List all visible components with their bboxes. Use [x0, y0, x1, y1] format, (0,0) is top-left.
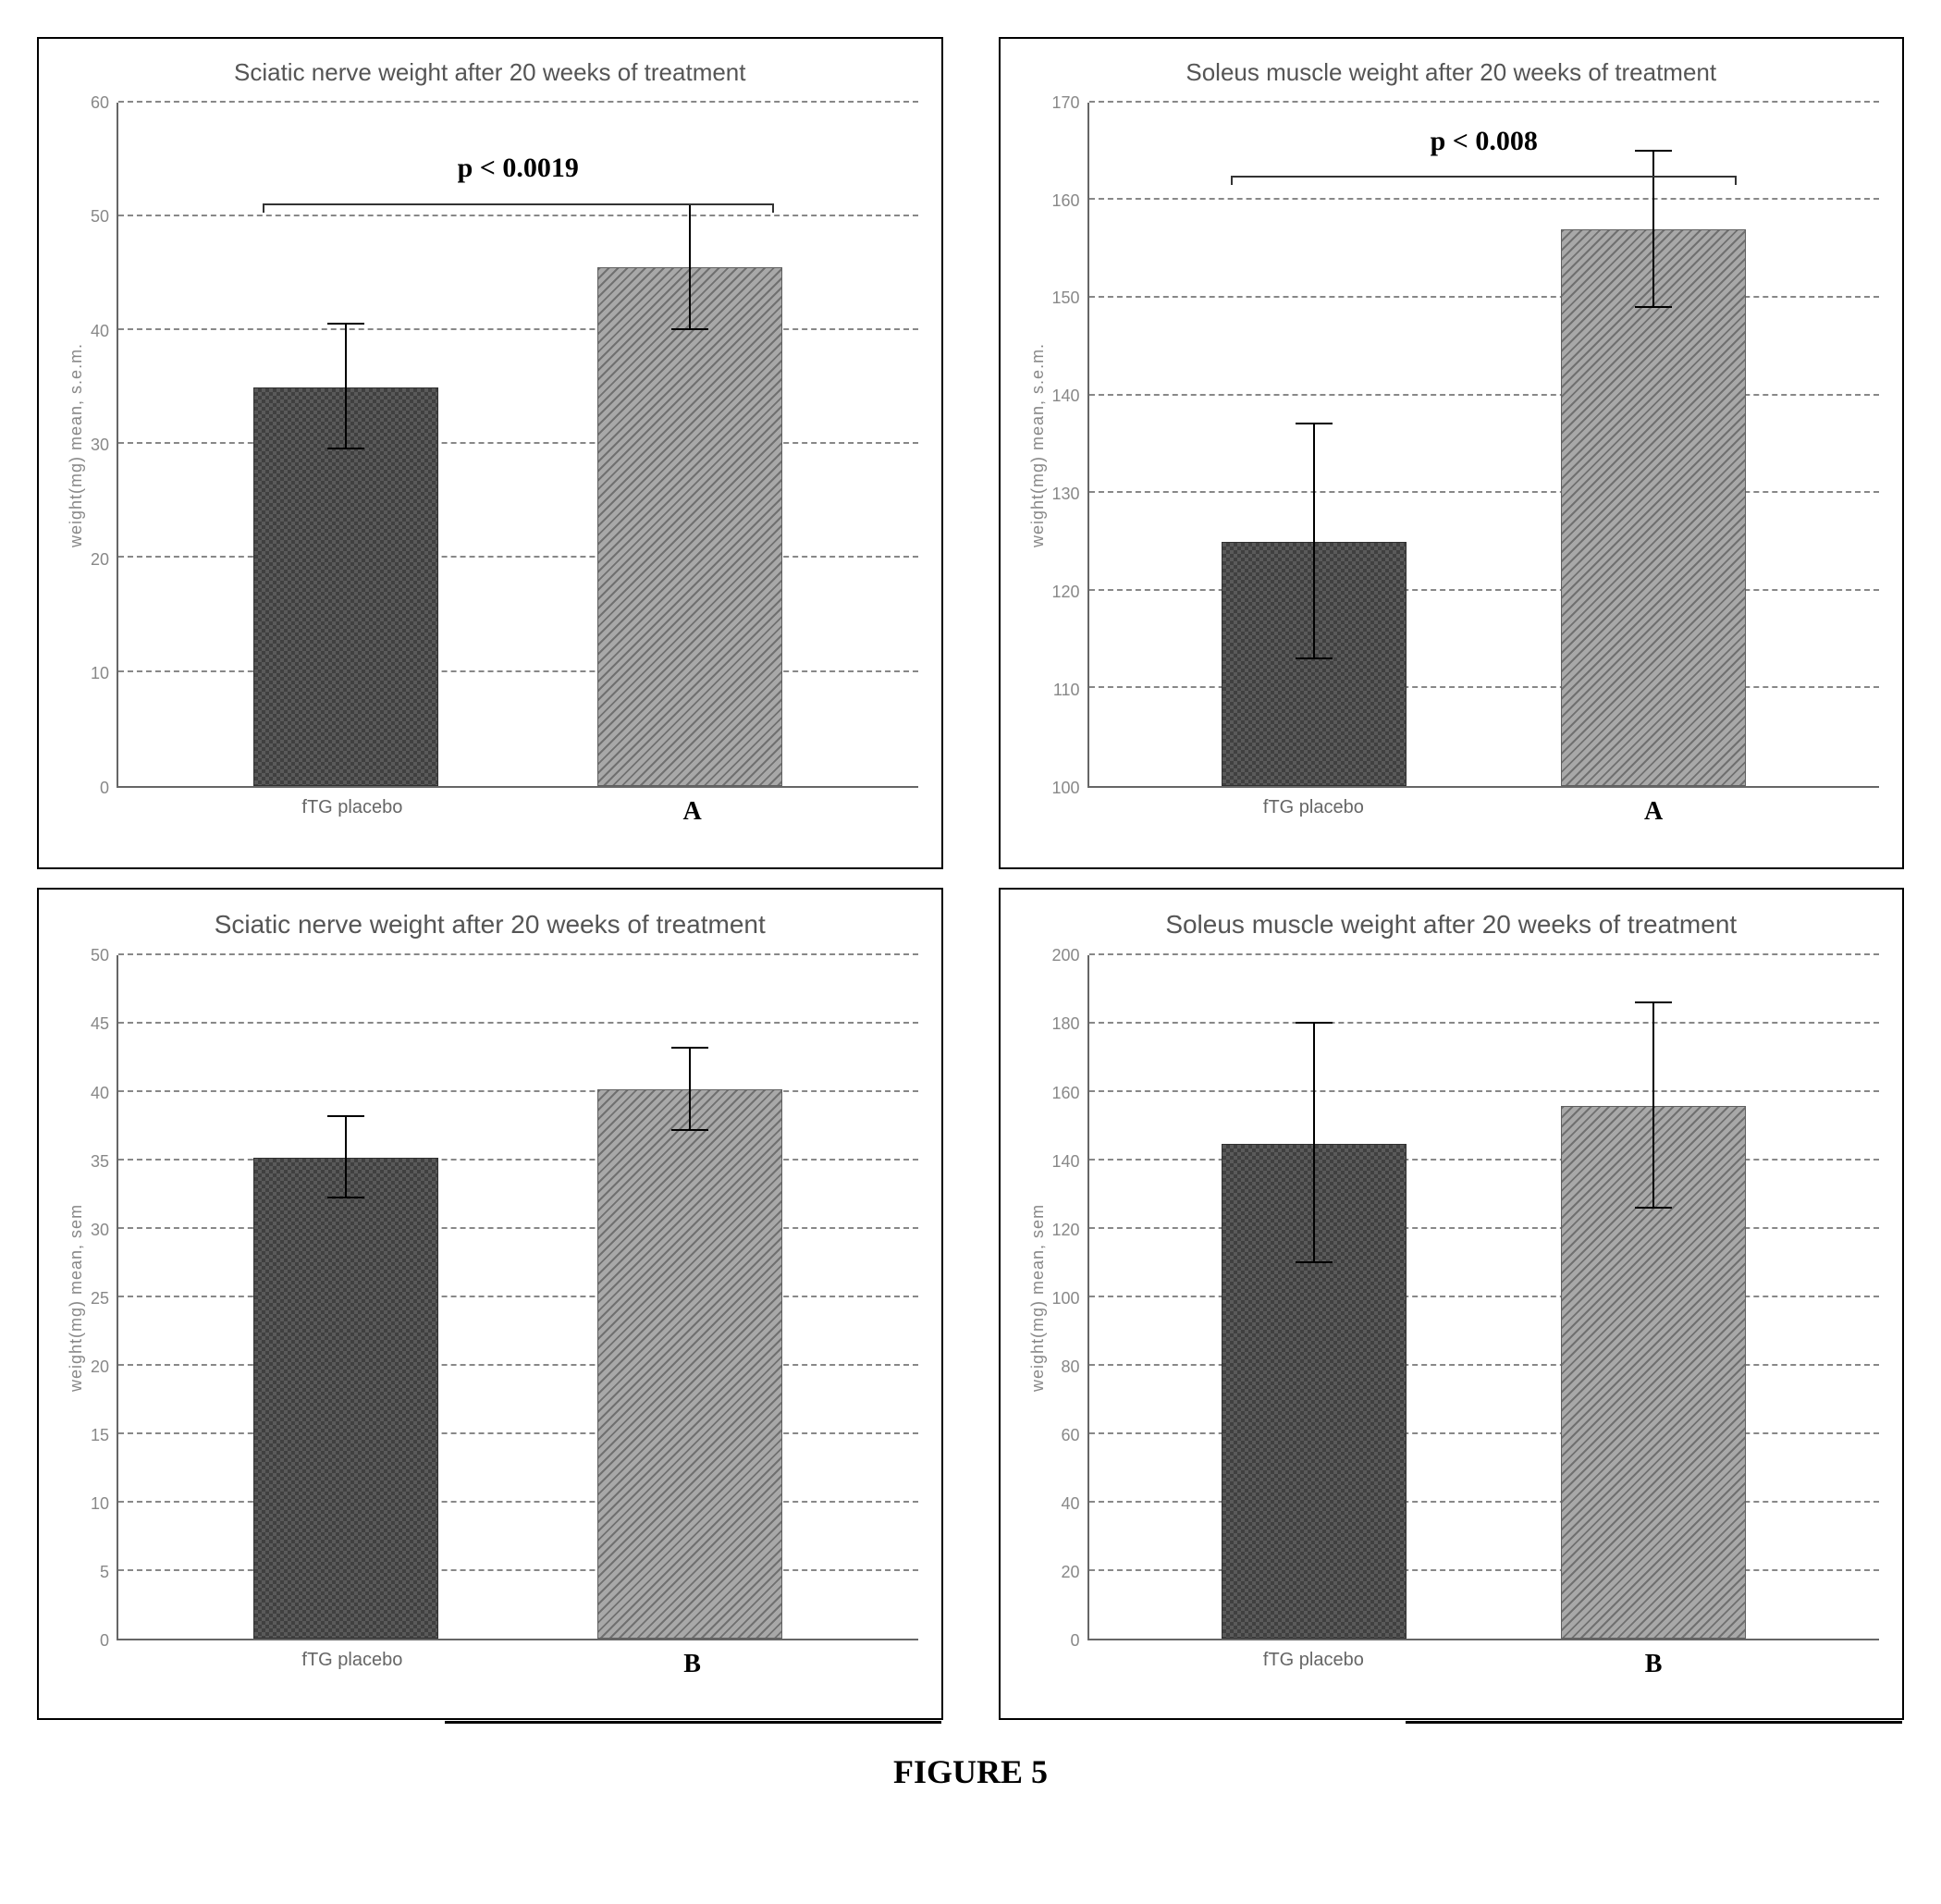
bar — [1222, 1144, 1407, 1640]
y-ticks: 50454035302520151050 — [91, 955, 117, 1640]
x-labels: fTG placebo A — [127, 788, 918, 827]
bar-fill — [1561, 229, 1746, 786]
chart-title: Soleus muscle weight after 20 weeks of t… — [1024, 57, 1880, 89]
bars-layer — [1089, 955, 1879, 1639]
panel-underline — [1406, 1721, 1902, 1724]
chart-title: Sciatic nerve weight after 20 weeks of t… — [62, 57, 918, 89]
error-cap-bottom — [327, 1197, 364, 1198]
x-label: A — [1561, 797, 1746, 827]
bar — [1222, 542, 1407, 786]
x-label: B — [600, 1650, 785, 1679]
x-label: fTG placebo — [1221, 797, 1406, 827]
bar-fill — [597, 267, 782, 785]
y-ticks: 200180160140120100806040200 — [1052, 955, 1087, 1640]
bar — [1561, 1106, 1746, 1639]
y-axis-label: weight(mg) mean, s.e.m. — [62, 103, 91, 788]
x-label: fTG placebo — [260, 1650, 445, 1679]
error-bar — [1652, 152, 1654, 308]
error-bar — [345, 325, 347, 449]
error-cap-top — [671, 1047, 708, 1049]
chart-panel-tr: Soleus muscle weight after 20 weeks of t… — [999, 37, 1905, 869]
error-cap-bottom — [1635, 306, 1672, 308]
bar — [253, 1158, 438, 1639]
p-value-bracket — [1231, 176, 1737, 178]
error-cap-bottom — [1296, 1261, 1333, 1263]
plot-container: weight(mg) mean, sem50454035302520151050 — [62, 955, 918, 1640]
error-cap-bottom — [327, 448, 364, 449]
x-label: B — [1561, 1650, 1746, 1679]
chart-panel-bl: Sciatic nerve weight after 20 weeks of t… — [37, 888, 943, 1720]
chart-title: Sciatic nerve weight after 20 weeks of t… — [62, 908, 918, 941]
x-label: A — [600, 797, 785, 827]
bar — [597, 1089, 782, 1639]
bar — [1561, 229, 1746, 786]
y-ticks: 170160150140130120110100 — [1052, 103, 1087, 788]
error-cap-top — [327, 1115, 364, 1117]
chart-title: Soleus muscle weight after 20 weeks of t… — [1024, 908, 1880, 941]
panel-underline — [445, 1721, 941, 1724]
p-value-bracket — [263, 203, 774, 205]
x-labels: fTG placebo B — [127, 1640, 918, 1679]
plot-area — [1087, 955, 1879, 1640]
error-cap-bottom — [1296, 657, 1333, 659]
error-bar — [1652, 1003, 1654, 1209]
figure-container: Sciatic nerve weight after 20 weeks of t… — [37, 37, 1904, 1791]
x-label: fTG placebo — [1221, 1650, 1406, 1679]
error-bar — [1313, 424, 1315, 658]
bars-layer — [118, 955, 917, 1639]
error-cap-bottom — [671, 1129, 708, 1131]
error-bar — [345, 1117, 347, 1199]
error-bar — [689, 1049, 691, 1131]
p-value-text: p < 0.0019 — [118, 153, 917, 184]
x-labels: fTG placebo A — [1088, 788, 1880, 827]
y-axis-label: weight(mg) mean, sem — [1024, 955, 1052, 1640]
plot-area: p < 0.0019 — [117, 103, 917, 788]
error-cap-bottom — [671, 328, 708, 330]
plot-container: weight(mg) mean, s.e.m.6050403020100p < … — [62, 103, 918, 788]
p-value-text: p < 0.008 — [1089, 126, 1879, 157]
x-label: fTG placebo — [260, 797, 445, 827]
chart-panel-tl: Sciatic nerve weight after 20 weeks of t… — [37, 37, 943, 869]
y-axis-label: weight(mg) mean, s.e.m. — [1024, 103, 1052, 788]
y-axis-label: weight(mg) mean, sem — [62, 955, 91, 1640]
bar — [253, 387, 438, 786]
error-cap-bottom — [1635, 1207, 1672, 1209]
plot-container: weight(mg) mean, s.e.m.17016015014013012… — [1024, 103, 1880, 788]
error-bar — [689, 205, 691, 330]
x-labels: fTG placebo B — [1088, 1640, 1880, 1679]
bars-layer — [1089, 103, 1879, 786]
y-ticks: 6050403020100 — [91, 103, 117, 788]
error-bar — [1313, 1024, 1315, 1263]
error-cap-top — [327, 323, 364, 325]
error-cap-top — [1635, 1001, 1672, 1003]
chart-panel-br: Soleus muscle weight after 20 weeks of t… — [999, 888, 1905, 1720]
bar — [597, 267, 782, 785]
plot-area: p < 0.008 — [1087, 103, 1879, 788]
error-cap-top — [1296, 1022, 1333, 1024]
plot-area — [117, 955, 917, 1640]
error-cap-top — [1296, 423, 1333, 424]
figure-caption: FIGURE 5 — [37, 1752, 1904, 1791]
chart-grid: Sciatic nerve weight after 20 weeks of t… — [37, 37, 1904, 1720]
bar-fill — [253, 1158, 438, 1639]
plot-container: weight(mg) mean, sem20018016014012010080… — [1024, 955, 1880, 1640]
bar-fill — [597, 1089, 782, 1639]
